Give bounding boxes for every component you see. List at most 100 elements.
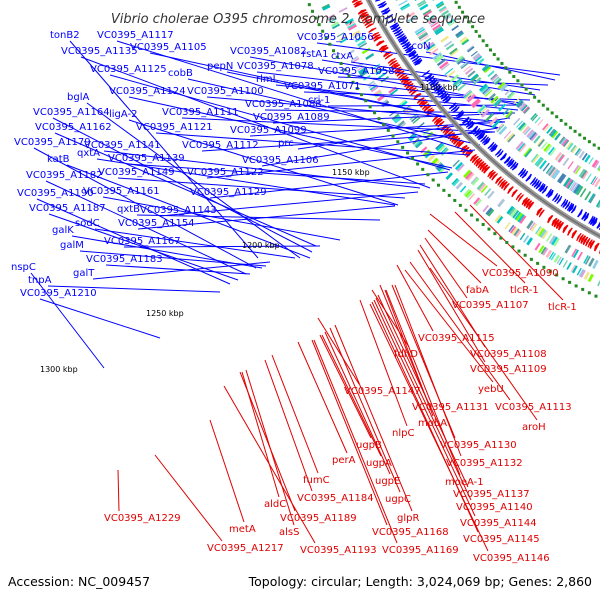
reverse-gene-label: VC0395_A1144 [460,518,537,529]
reverse-gene-label: perA [332,455,356,466]
reverse-gene-label: fumC [303,475,330,486]
reverse-gene-label: fabA [466,285,489,296]
forward-gene-label: VC0395_A1121 [136,122,213,133]
forward-strand-features [374,0,600,231]
reverse-gene-label: VC0395_A1147 [344,386,421,397]
forward-gene-label: VC0395_A1111 [162,107,239,118]
scale-labels: 1100 kbp 1150 kbp 1200 kbp 1250 kbp 1300 kbp [40,83,458,374]
forward-gene-label: VC0395_A1082 [230,46,307,57]
forward-gene-label: VC0395_A1129 [190,187,267,198]
reverse-gene-label: VC0395_A1108 [470,349,547,360]
forward-gene-label: VC0395_A1105 [130,42,207,53]
reverse-gene-label: VC0395_A1115 [418,333,495,344]
reverse-gene-label: VC0395_A1145 [463,534,540,545]
forward-gene-label: VC0395_A1179 [14,137,91,148]
reverse-gene-label: VC0395_A1193 [300,545,377,556]
forward-gene-label: VC0395_A1187 [29,203,106,214]
forward-gene-label: rlmL [256,74,279,85]
forward-gene-label: VC0395_A1135 [61,46,138,57]
forward-gene-label: VC0395_A1058 [318,66,395,77]
map-title: Vibrio cholerae O395 chromosome 2, compl… [111,12,485,27]
reverse-gene-label: tlcR-1 [548,302,577,313]
reverse-strand-features [321,0,600,287]
reverse-gene-label: nlpC [392,428,414,439]
reverse-gene-label: ugpB [356,440,382,451]
forward-gene-label: galM [60,240,84,251]
reverse-gene-label: fdhD [394,349,418,360]
reverse-gene-label: VC0395_A1217 [207,543,284,554]
reverse-gene-label: VC0395_A1137 [453,489,530,500]
scale-label: 1150 kbp [332,168,370,177]
forward-gene-label: nspC [11,262,36,273]
forward-gene-label: katB [47,154,70,165]
forward-gene-label: VC0395_A1162 [35,122,112,133]
forward-gene-label: VC0395_A1190 [17,188,94,199]
forward-gene-label: VC0395_A1088 [245,99,322,110]
forward-gene-label: sodC [75,218,100,229]
forward-gene-label: VC0395_A1078 [237,61,314,72]
reverse-gene-label: VC0395_A1107 [452,300,529,311]
forward-gene-label: ccoN [406,41,431,52]
reverse-gene-label: VC0395_A1130 [440,440,517,451]
reverse-gene-label: VC0395_A1109 [470,364,547,375]
reverse-gene-labels: VC0395_A1090 fabA tlcR-1 tlcR-1 VC0395_A1107… [104,268,577,564]
reverse-gene-label: aldC [264,499,286,510]
forward-gene-label: VC0395_A1125 [90,64,167,75]
reverse-gene-label: alsS [279,527,299,538]
forward-gene-label: VC0395_A1071 [284,81,361,92]
forward-gene-label: VC0395_A1117 [97,30,174,41]
reverse-gene-label: moeA-1 [445,477,484,488]
reverse-gene-label: VC0395_A1146 [473,553,550,564]
forward-gene-label: VC0395_A1106 [242,155,319,166]
scale-label: 1100 kbp [420,83,458,92]
forward-gene-label: VC0395_A1100 [187,86,264,97]
forward-gene-label: cobB [168,68,193,79]
forward-gene-label: rstA1 [302,49,328,60]
forward-gene-label: VC0395_A1149 [98,167,175,178]
forward-gene-label: VC0395_A1124 [109,86,186,97]
reverse-gene-label: VC0395_A1189 [280,513,357,524]
reverse-gene-label: ugpC [385,494,411,505]
forward-gene-label: VC0395_A1141 [84,140,161,151]
reverse-gene-label: VC0395_A1132 [446,458,523,469]
reverse-gene-label: VC0395_A1168 [372,527,449,538]
reverse-gene-label: ugpE [375,476,400,487]
forward-gene-label: tnpA [28,275,52,286]
label-leader-lines [30,40,564,552]
reverse-gene-label: metA [229,524,256,535]
forward-gene-label: prc [278,138,294,149]
reverse-gene-label: VC0395_A1113 [495,402,572,413]
forward-gene-label: cri-1 [308,95,330,106]
summary-text: Topology: circular; Length: 3,024,069 bp… [248,574,592,589]
forward-gene-label: VC0395_A1164 [33,107,110,118]
forward-gene-label: galT [73,268,95,279]
reverse-gene-label: VC0395_A1131 [412,402,489,413]
forward-gene-label: VC0395_A1056 [297,32,374,43]
forward-gene-label: galK [52,225,74,236]
forward-gene-label: VC0395_A1154 [118,218,195,229]
reverse-gene-label: ugpA [366,458,392,469]
forward-gene-label: VC0395_A1161 [83,186,160,197]
reverse-gene-label: mobA [418,418,447,429]
reverse-gene-label: VC0395_A1184 [297,493,374,504]
reverse-gene-label: glpR [397,513,419,524]
reverse-gene-label: yebU [478,384,504,395]
forward-gene-label: VC0395_A1182 [26,170,103,181]
reverse-gene-label: VC0395_A1169 [382,545,459,556]
forward-gene-label: VC0395_A1122 [187,167,264,178]
reverse-gene-label: VC0395_A1229 [104,513,181,524]
forward-gene-label: tonB2 [50,30,80,41]
forward-gene-label: VC0395_A1210 [20,288,97,299]
reverse-gene-label: VC0395_A1140 [456,502,533,513]
forward-gene-label: VC0395_A1143 [140,205,217,216]
forward-gene-label: ctxA [331,51,353,62]
scale-tick-marks [307,0,600,298]
forward-gene-label: VC0395_A1183 [86,254,163,265]
forward-gene-label: VC0395_A1112 [182,140,259,151]
forward-gene-labels: tonB2 VC0395_A1117VC0395_A1135VC0395_A110… [11,30,431,299]
forward-gene-label: VC0395_A1167 [104,236,181,247]
forward-gene-label: bglA [67,92,89,103]
forward-gene-label: qxtA [77,148,100,159]
forward-gene-label: pepN [207,61,233,72]
